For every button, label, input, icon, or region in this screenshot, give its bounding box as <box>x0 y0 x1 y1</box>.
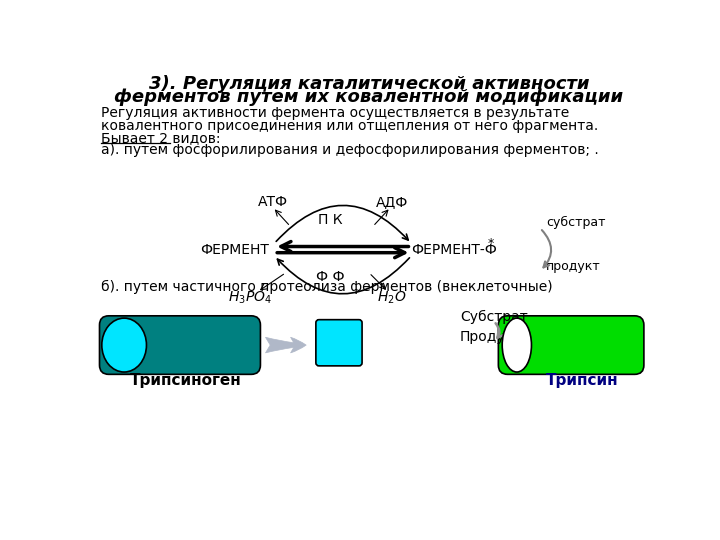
Ellipse shape <box>102 318 146 372</box>
FancyBboxPatch shape <box>316 320 362 366</box>
Text: Трипсин: Трипсин <box>546 373 619 388</box>
Text: продукт: продукт <box>546 260 601 273</box>
Text: $H_3PO_4$: $H_3PO_4$ <box>228 289 271 306</box>
Text: Ф Ф: Ф Ф <box>316 269 345 284</box>
Ellipse shape <box>503 318 531 372</box>
Text: ФЕРМЕНТ-Ф: ФЕРМЕНТ-Ф <box>411 242 497 256</box>
Text: $H_2O$: $H_2O$ <box>377 289 407 306</box>
Text: ферментов путем их ковалентной модификации: ферментов путем их ковалентной модификац… <box>114 88 624 106</box>
Text: Трипсиноген: Трипсиноген <box>130 373 242 388</box>
Text: АТФ: АТФ <box>258 195 288 209</box>
Text: 3). Регуляция каталитической активности: 3). Регуляция каталитической активности <box>149 75 589 93</box>
Text: субстрат: субстрат <box>546 216 606 229</box>
Text: *: * <box>487 237 494 250</box>
Text: а). путем фосфорилирования и дефосфорилирования ферментов; .: а). путем фосфорилирования и дефосфорили… <box>101 143 599 157</box>
FancyBboxPatch shape <box>99 316 261 374</box>
Text: ФЕРМЕНТ: ФЕРМЕНТ <box>200 242 269 256</box>
Text: П К: П К <box>318 213 343 227</box>
Text: АДФ: АДФ <box>376 195 408 209</box>
FancyBboxPatch shape <box>498 316 644 374</box>
Text: Регуляция активности фермента осуществляется в результате: Регуляция активности фермента осуществля… <box>101 106 570 120</box>
Text: Бывает 2 видов:: Бывает 2 видов: <box>101 131 220 145</box>
Text: Субстрат: Субстрат <box>460 310 528 325</box>
Text: ковалентного присоединения или отщепления от него фрагмента.: ковалентного присоединения или отщеплени… <box>101 119 598 133</box>
Text: Продукт: Продукт <box>460 330 522 345</box>
Text: б). путем частичного протеолиза ферментов (внеклеточные): б). путем частичного протеолиза ферменто… <box>101 280 553 294</box>
